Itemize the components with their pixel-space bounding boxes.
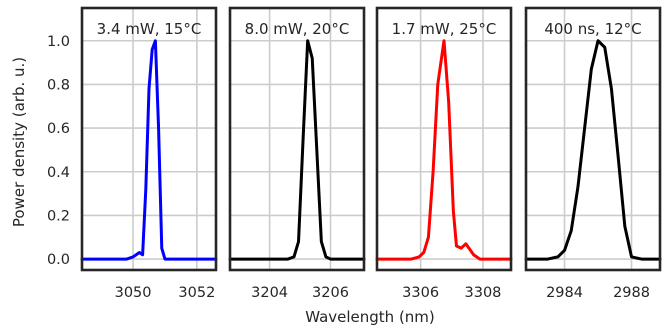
plot-background [526, 8, 660, 270]
y-tick-label: 0.8 [47, 77, 70, 93]
y-tick-label: 0.2 [47, 208, 70, 224]
panel-1: 3050 3052 3.4 mW, 15°C [80, 6, 218, 301]
x-tick-label: 3306 [402, 285, 439, 301]
x-tick-label: 3204 [251, 285, 288, 301]
x-tick-label: 3308 [465, 285, 502, 301]
y-tick-label: 0.4 [47, 165, 70, 181]
x-tick-label: 3206 [312, 285, 349, 301]
x-tick-label: 3052 [178, 285, 215, 301]
y-tick-label: 0.0 [47, 252, 70, 268]
y-tick-label: 0.6 [47, 121, 70, 137]
x-tick-label: 3050 [115, 285, 152, 301]
panel-3: 3306 3308 1.7 mW, 25°C [375, 6, 513, 301]
plot-background [230, 8, 364, 270]
x-axis-title: Wavelength (nm) [305, 308, 435, 326]
y-axis-title: Power density (arb. u.) [10, 57, 28, 227]
panel-4: 2984 2988 400 ns, 12°C [524, 6, 662, 301]
plot-background [82, 8, 216, 270]
panel-frame [375, 6, 513, 272]
panel-2: 3204 3206 8.0 mW, 20°C [228, 6, 366, 301]
panel-title: 400 ns, 12°C [544, 20, 641, 38]
panel-frame [80, 6, 218, 272]
x-tick-label: 2984 [546, 285, 583, 301]
panel-frame [524, 6, 662, 272]
series-line [524, 39, 662, 261]
panel-title: 8.0 mW, 20°C [245, 20, 350, 38]
panel-frame [228, 6, 366, 272]
y-tick-label: 1.0 [47, 34, 70, 50]
panel-title: 1.7 mW, 25°C [392, 20, 497, 38]
series-line [228, 39, 366, 261]
panel-title: 3.4 mW, 15°C [97, 20, 202, 38]
x-tick-label: 2988 [613, 285, 650, 301]
y-axis: 0.0 0.2 0.4 0.6 0.8 1.0 [47, 34, 70, 268]
